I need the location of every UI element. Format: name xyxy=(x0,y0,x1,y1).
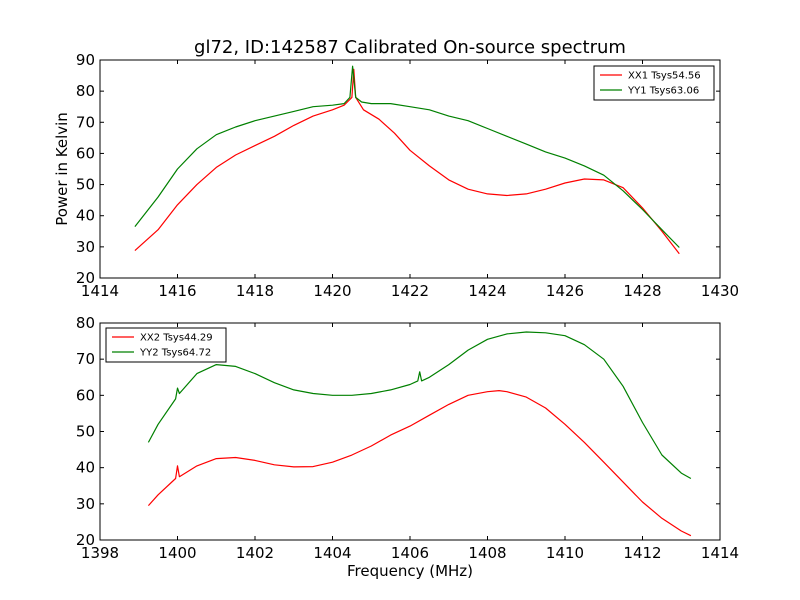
series-line-1 xyxy=(147,390,692,537)
legend-box xyxy=(593,65,715,101)
bottom-subplot: Frequency (MHz) 1398 1400 1402 1404 1406 1408… xyxy=(76,314,739,580)
x-tick-label: 1430 xyxy=(701,282,739,300)
x-tick-label: 1408 xyxy=(468,544,506,562)
y-tick-label: 80 xyxy=(76,82,95,100)
x-tick-label: 1422 xyxy=(391,282,429,300)
chart-title: gl72, ID:142587 Calibrated On-source spe… xyxy=(194,37,626,58)
x-tick-label: 1414 xyxy=(81,282,119,300)
y-tick-label: 30 xyxy=(76,238,95,256)
y-axis-label: Power in Kelvin xyxy=(53,112,71,226)
x-tick-label: 1414 xyxy=(701,544,739,562)
y-tick-label: 60 xyxy=(76,144,95,162)
series-line-1 xyxy=(134,68,680,255)
x-tick-label: 1420 xyxy=(313,282,351,300)
top-legend: XX1 Tsys54.56 YY1 Tsys63.06 xyxy=(593,65,715,101)
series-line-2 xyxy=(147,331,692,480)
x-tick-label: 1402 xyxy=(236,544,274,562)
top-plot-area xyxy=(134,65,680,255)
x-tick-label: 1412 xyxy=(623,544,661,562)
top-axes-frame xyxy=(99,59,721,279)
legend-label: XX1 Tsys54.56 xyxy=(628,71,701,82)
legend-label: XX2 Tsys44.29 xyxy=(140,333,213,344)
x-tick-label: 1410 xyxy=(546,544,584,562)
x-tick-label: 1416 xyxy=(158,282,196,300)
y-tick-label: 60 xyxy=(76,386,95,404)
bottom-legend: XX2 Tsys44.29 YY2 Tsys64.72 xyxy=(105,327,227,363)
x-tick-label: 1424 xyxy=(468,282,506,300)
legend-box xyxy=(105,327,227,363)
legend-label: YY1 Tsys63.06 xyxy=(627,86,699,97)
legend-label: YY2 Tsys64.72 xyxy=(139,348,211,359)
x-tick-label: 1428 xyxy=(623,282,661,300)
bottom-axes-frame xyxy=(99,322,721,541)
y-tick-label: 70 xyxy=(76,350,95,368)
x-tick-label: 1406 xyxy=(391,544,429,562)
x-tick-label: 1418 xyxy=(236,282,274,300)
top-ticks: 1414 1416 1418 1420 1422 1424 1426 1428 1430 20 30… xyxy=(76,51,739,300)
y-tick-label: 40 xyxy=(76,207,95,225)
x-tick-label: 1400 xyxy=(158,544,196,562)
y-tick-label: 30 xyxy=(76,495,95,513)
top-subplot: gl72, ID:142587 Calibrated On-source spe… xyxy=(53,37,739,300)
x-tick-label: 1404 xyxy=(313,544,351,562)
x-axis-label: Frequency (MHz) xyxy=(347,562,473,580)
y-tick-label: 50 xyxy=(76,423,95,441)
series-line-2 xyxy=(134,65,680,248)
y-tick-label: 90 xyxy=(76,51,95,69)
y-tick-label: 40 xyxy=(76,459,95,477)
y-tick-label: 50 xyxy=(76,176,95,194)
x-tick-label: 1426 xyxy=(546,282,584,300)
x-tick-label: 1398 xyxy=(81,544,119,562)
y-tick-label: 80 xyxy=(76,314,95,332)
y-tick-label: 20 xyxy=(76,269,95,287)
bottom-plot-area xyxy=(147,331,692,537)
y-tick-label: 70 xyxy=(76,113,95,131)
y-tick-label: 20 xyxy=(76,531,95,549)
